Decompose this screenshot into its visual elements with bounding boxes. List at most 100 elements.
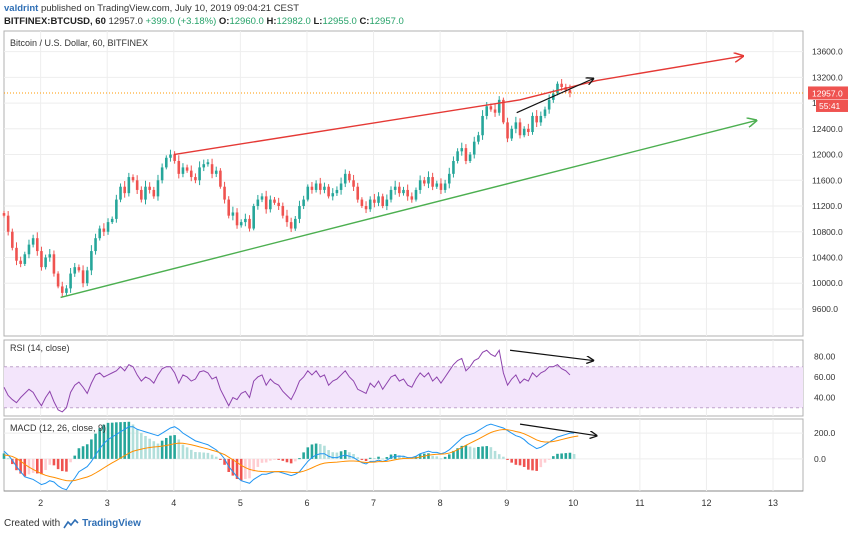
macd-histogram-bar [306,447,310,459]
author-name[interactable]: valdrint [4,3,39,14]
macd-histogram-bar [156,443,160,459]
macd-histogram-bar [472,447,476,459]
macd-histogram-bar [377,456,380,459]
macd-histogram-bar [398,455,401,459]
macd-histogram-bar [310,444,314,459]
macd-histogram-bar [277,458,280,460]
macd-histogram-bar [443,456,447,459]
candle-body [568,90,572,93]
candle-body [219,170,222,187]
candle-body [65,288,68,293]
candle-body [235,212,239,226]
y-tick-label: 12000.0 [812,150,843,160]
candle-body [148,186,151,190]
candle-body [127,177,131,194]
rsi-series [3,348,593,413]
candle-body [60,286,64,293]
macd-histogram-bar [144,435,147,459]
symbol-label[interactable]: BITFINEX:BTCUSD, 60 [4,16,106,27]
candle-body [90,251,93,271]
macd-histogram-bar [165,437,168,459]
macd-histogram-bar [48,458,52,465]
macd-histogram-bar [427,453,430,459]
macd-pane-title: MACD (12, 26, close, 9) [10,423,106,433]
rsi-tick-label: 80.00 [814,351,836,361]
candle-body [331,193,335,197]
candle-body [273,199,276,203]
macd-histogram-bar [514,458,518,465]
macd-histogram-bar [219,458,222,460]
support-trend-line [60,120,757,299]
macd-histogram-bar [264,458,268,463]
macd-histogram-bar [160,440,164,459]
x-tick-label: 13 [768,498,778,508]
candle-body [410,196,414,200]
rsi-tick-label: 60.00 [814,372,836,382]
close-value: 12957.0 [369,16,404,27]
macd-histogram-bar [281,458,285,461]
candle-body [294,218,297,229]
price-tags: 12957.0 55:41 [808,86,848,112]
candle-body [119,186,122,200]
candle-body [414,189,418,200]
candle-body [69,273,72,289]
macd-histogram-bar [189,449,193,459]
macd-histogram-bar [52,458,56,466]
candle-body [547,99,551,110]
candle-body [98,228,102,239]
macd-histogram-bar [556,453,559,459]
last-price: 12957.0 [108,16,143,27]
macd-histogram-bar [302,452,305,459]
trend-lines [4,56,803,299]
candle-body [485,106,489,116]
macd-histogram-bar [468,446,472,459]
macd-histogram-bar [285,458,289,463]
candle-body [94,238,97,252]
macd-histogram-bar [435,456,439,459]
candle-body [31,238,35,245]
low-value: 12955.0 [322,16,357,27]
countdown-tag-label: 55:41 [819,101,841,111]
tradingview-brand[interactable]: TradingView [82,518,141,529]
macd-histogram-bar [385,457,389,459]
macd-line [3,423,575,491]
macd-histogram-bar [106,422,110,459]
candle-body [6,215,10,232]
macd-tick-label: 0.0 [814,454,826,464]
candle-body [443,183,447,190]
macd-histogram-bar [11,458,14,465]
candle-body [543,109,547,116]
candle-body [385,199,389,207]
candle-body [306,186,310,200]
open-label: O: [218,16,230,27]
macd-histogram-bar [36,458,39,474]
macd-histogram-bar [431,455,434,459]
candle-body [360,199,364,207]
y-tick-label: 10800.0 [812,227,843,237]
y-tick-label: 10000.0 [812,278,843,288]
candle-body [252,206,255,229]
candle-body [556,83,559,94]
last-price-tag-label: 12957.0 [812,88,843,98]
candle-body [156,180,160,197]
publish-info: published on TradingView.com, July 10, 2… [40,3,300,14]
candle-body [15,247,18,261]
macd-histogram-bar [148,438,151,459]
y-tick-label: 13200.0 [812,72,843,82]
candle-body [123,186,126,194]
candle-body [52,254,56,274]
candle-body [502,99,505,123]
macd-histogram-bar [531,458,534,471]
candle-body [281,206,285,216]
candle-body [269,199,272,210]
candle-body [377,196,380,203]
candle-body [418,180,422,190]
x-tick-label: 12 [701,498,711,508]
publish-line: valdrint published on TradingView.com, J… [4,2,844,15]
macd-histogram-bar [244,458,247,480]
macd-histogram-bar [23,458,27,477]
macd-histogram-bar [98,428,102,459]
candle-body [277,202,280,207]
macd-histogram-bar [485,446,489,459]
